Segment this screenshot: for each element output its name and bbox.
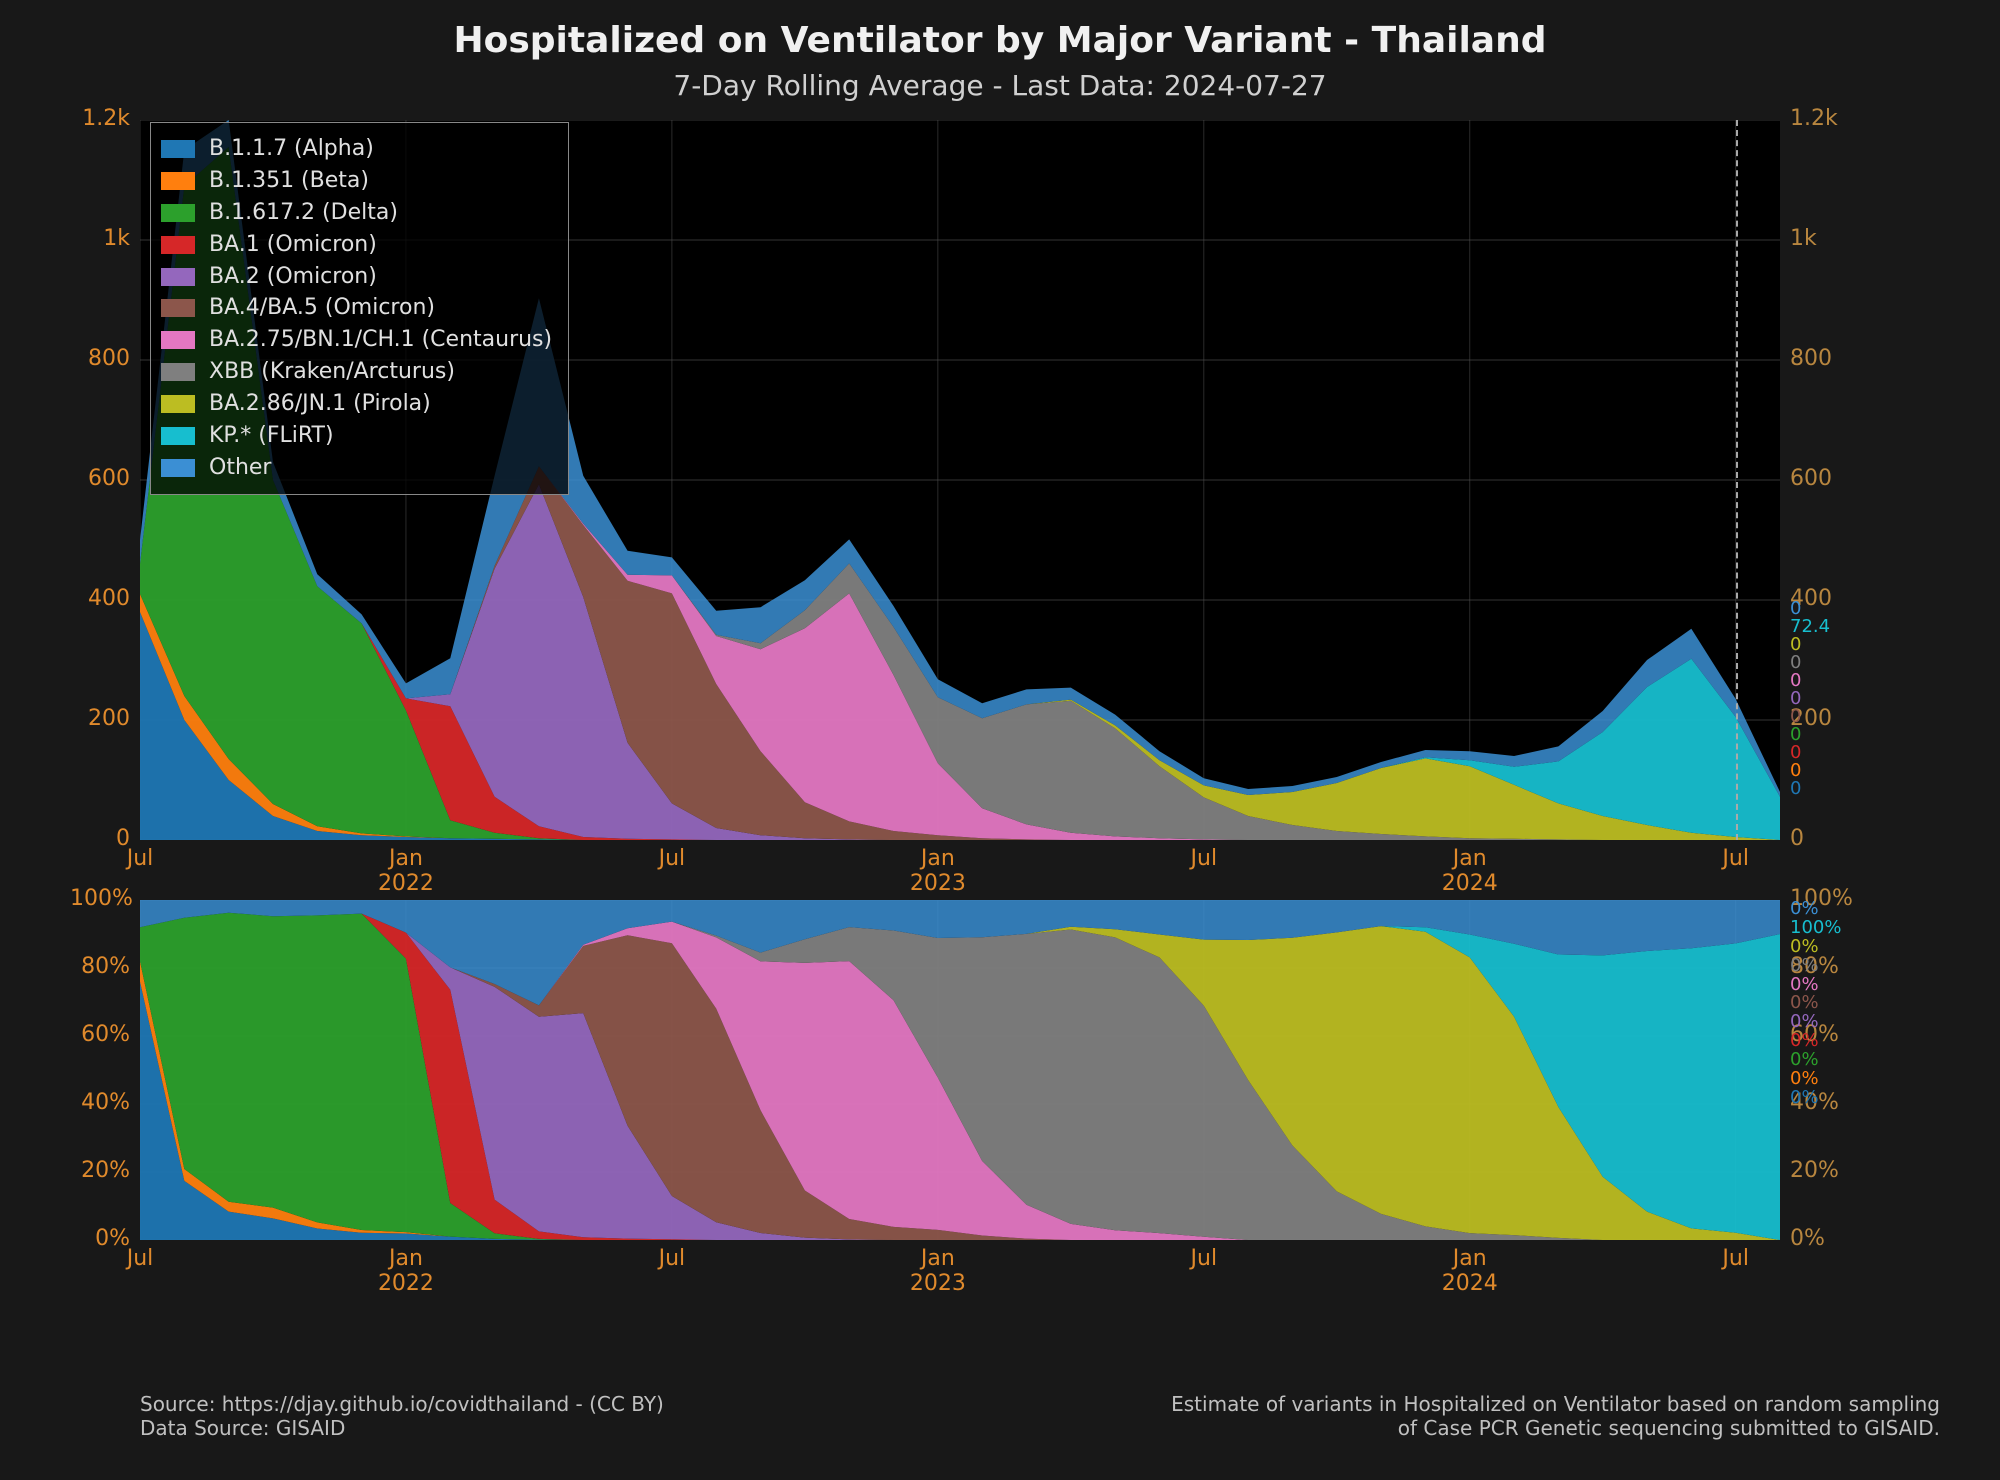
legend-swatch [161,299,195,317]
legend-item: BA.2.75/BN.1/CH.1 (Centaurus) [161,324,552,356]
bottom-chart-svg [140,900,1780,1240]
top-ytick-left: 800 [80,346,130,371]
top-ytick-left: 400 [80,586,130,611]
legend-item: B.1.1.7 (Alpha) [161,133,552,165]
source-line: Source: https://djay.github.io/covidthai… [140,1392,664,1416]
legend-item: Other [161,452,552,484]
legend-swatch [161,395,195,413]
x-tick: Jul [127,846,154,871]
legend-label: BA.2 (Omicron) [209,261,377,293]
legend-label: KP.* (FLiRT) [209,420,334,452]
footer-left: Source: https://djay.github.io/covidthai… [140,1392,664,1440]
bottom-ytick-left: 80% [70,954,130,979]
footer-right-2: of Case PCR Genetic sequencing submitted… [1171,1416,1940,1440]
legend-swatch [161,459,195,477]
legend-label: BA.2.86/JN.1 (Pirola) [209,388,431,420]
legend-item: BA.2.86/JN.1 (Pirola) [161,388,552,420]
legend-label: Other [209,452,271,484]
top-ytick-right: 800 [1790,346,1832,371]
top-ytick-left: 1.2k [80,106,130,131]
end-value-label: 0 [1790,780,1830,798]
top-ytick-left: 1k [80,226,130,251]
bottom-ytick-left: 40% [70,1090,130,1115]
bottom-ytick-left: 0% [70,1226,130,1251]
top-ytick-left: 0 [80,826,130,851]
x-tick: Jul [1722,1246,1749,1271]
legend-item: KP.* (FLiRT) [161,420,552,452]
legend-label: BA.2.75/BN.1/CH.1 (Centaurus) [209,324,552,356]
legend-item: B.1.351 (Beta) [161,165,552,197]
top-end-value-cluster: 072.4000000000 [1790,600,1830,798]
top-ytick-left: 600 [80,466,130,491]
x-tick: Jan2022 [378,1246,434,1296]
legend-item: BA.1 (Omicron) [161,229,552,261]
end-value-label: 0% [1790,938,1841,957]
legend-swatch [161,363,195,381]
x-tick: Jul [1191,846,1218,871]
top-ytick-right: 600 [1790,466,1832,491]
x-tick: Jan2023 [910,846,966,896]
legend-swatch [161,172,195,190]
legend-label: B.1.351 (Beta) [209,165,369,197]
bottom-ytick-right: 0% [1790,1226,1825,1251]
bottom-chart-area [140,900,1780,1240]
footer-right: Estimate of variants in Hospitalized on … [1171,1392,1940,1440]
legend-swatch [161,331,195,349]
legend-swatch [161,427,195,445]
bottom-end-value-cluster: 0%100%0%0%0%0%0%0%0%0%0% [1790,900,1841,1108]
legend-item: BA.4/BA.5 (Omicron) [161,292,552,324]
top-ytick-right: 1k [1790,226,1817,251]
legend-swatch [161,268,195,286]
top-ytick-right: 0 [1790,826,1804,851]
chart-title: Hospitalized on Ventilator by Major Vari… [0,0,2000,61]
legend-box: B.1.1.7 (Alpha)B.1.351 (Beta)B.1.617.2 (… [150,122,569,495]
legend-label: B.1.1.7 (Alpha) [209,133,374,165]
legend-swatch [161,236,195,254]
x-tick: Jan2024 [1442,1246,1498,1296]
legend-label: XBB (Kraken/Arcturus) [209,356,455,388]
legend-item: B.1.617.2 (Delta) [161,197,552,229]
legend-item: XBB (Kraken/Arcturus) [161,356,552,388]
x-tick: Jul [659,1246,686,1271]
legend-swatch [161,140,195,158]
x-tick: Jul [1722,846,1749,871]
bottom-ytick-left: 20% [70,1158,130,1183]
bottom-ytick-right: 20% [1790,1158,1839,1183]
top-ytick-right: 1.2k [1790,106,1838,131]
end-value-label: 100% [1790,919,1841,938]
legend-label: BA.4/BA.5 (Omicron) [209,292,435,324]
x-tick: Jul [127,1246,154,1271]
x-tick: Jan2024 [1442,846,1498,896]
legend-item: BA.2 (Omicron) [161,261,552,293]
chart-subtitle: 7-Day Rolling Average - Last Data: 2024-… [0,61,2000,102]
last-data-vline [1736,120,1738,840]
legend-swatch [161,204,195,222]
legend-label: B.1.617.2 (Delta) [209,197,398,229]
bottom-ytick-left: 100% [70,886,130,911]
end-value-label: 0% [1790,957,1841,976]
x-tick: Jan2023 [910,1246,966,1296]
footer-right-1: Estimate of variants in Hospitalized on … [1171,1392,1940,1416]
x-tick: Jul [1191,1246,1218,1271]
legend-label: BA.1 (Omicron) [209,229,377,261]
x-tick: Jul [659,846,686,871]
end-value-label: 0% [1790,1089,1841,1108]
x-tick: Jan2022 [378,846,434,896]
data-source-line: Data Source: GISAID [140,1416,664,1440]
bottom-ytick-left: 60% [70,1022,130,1047]
top-ytick-left: 200 [80,706,130,731]
